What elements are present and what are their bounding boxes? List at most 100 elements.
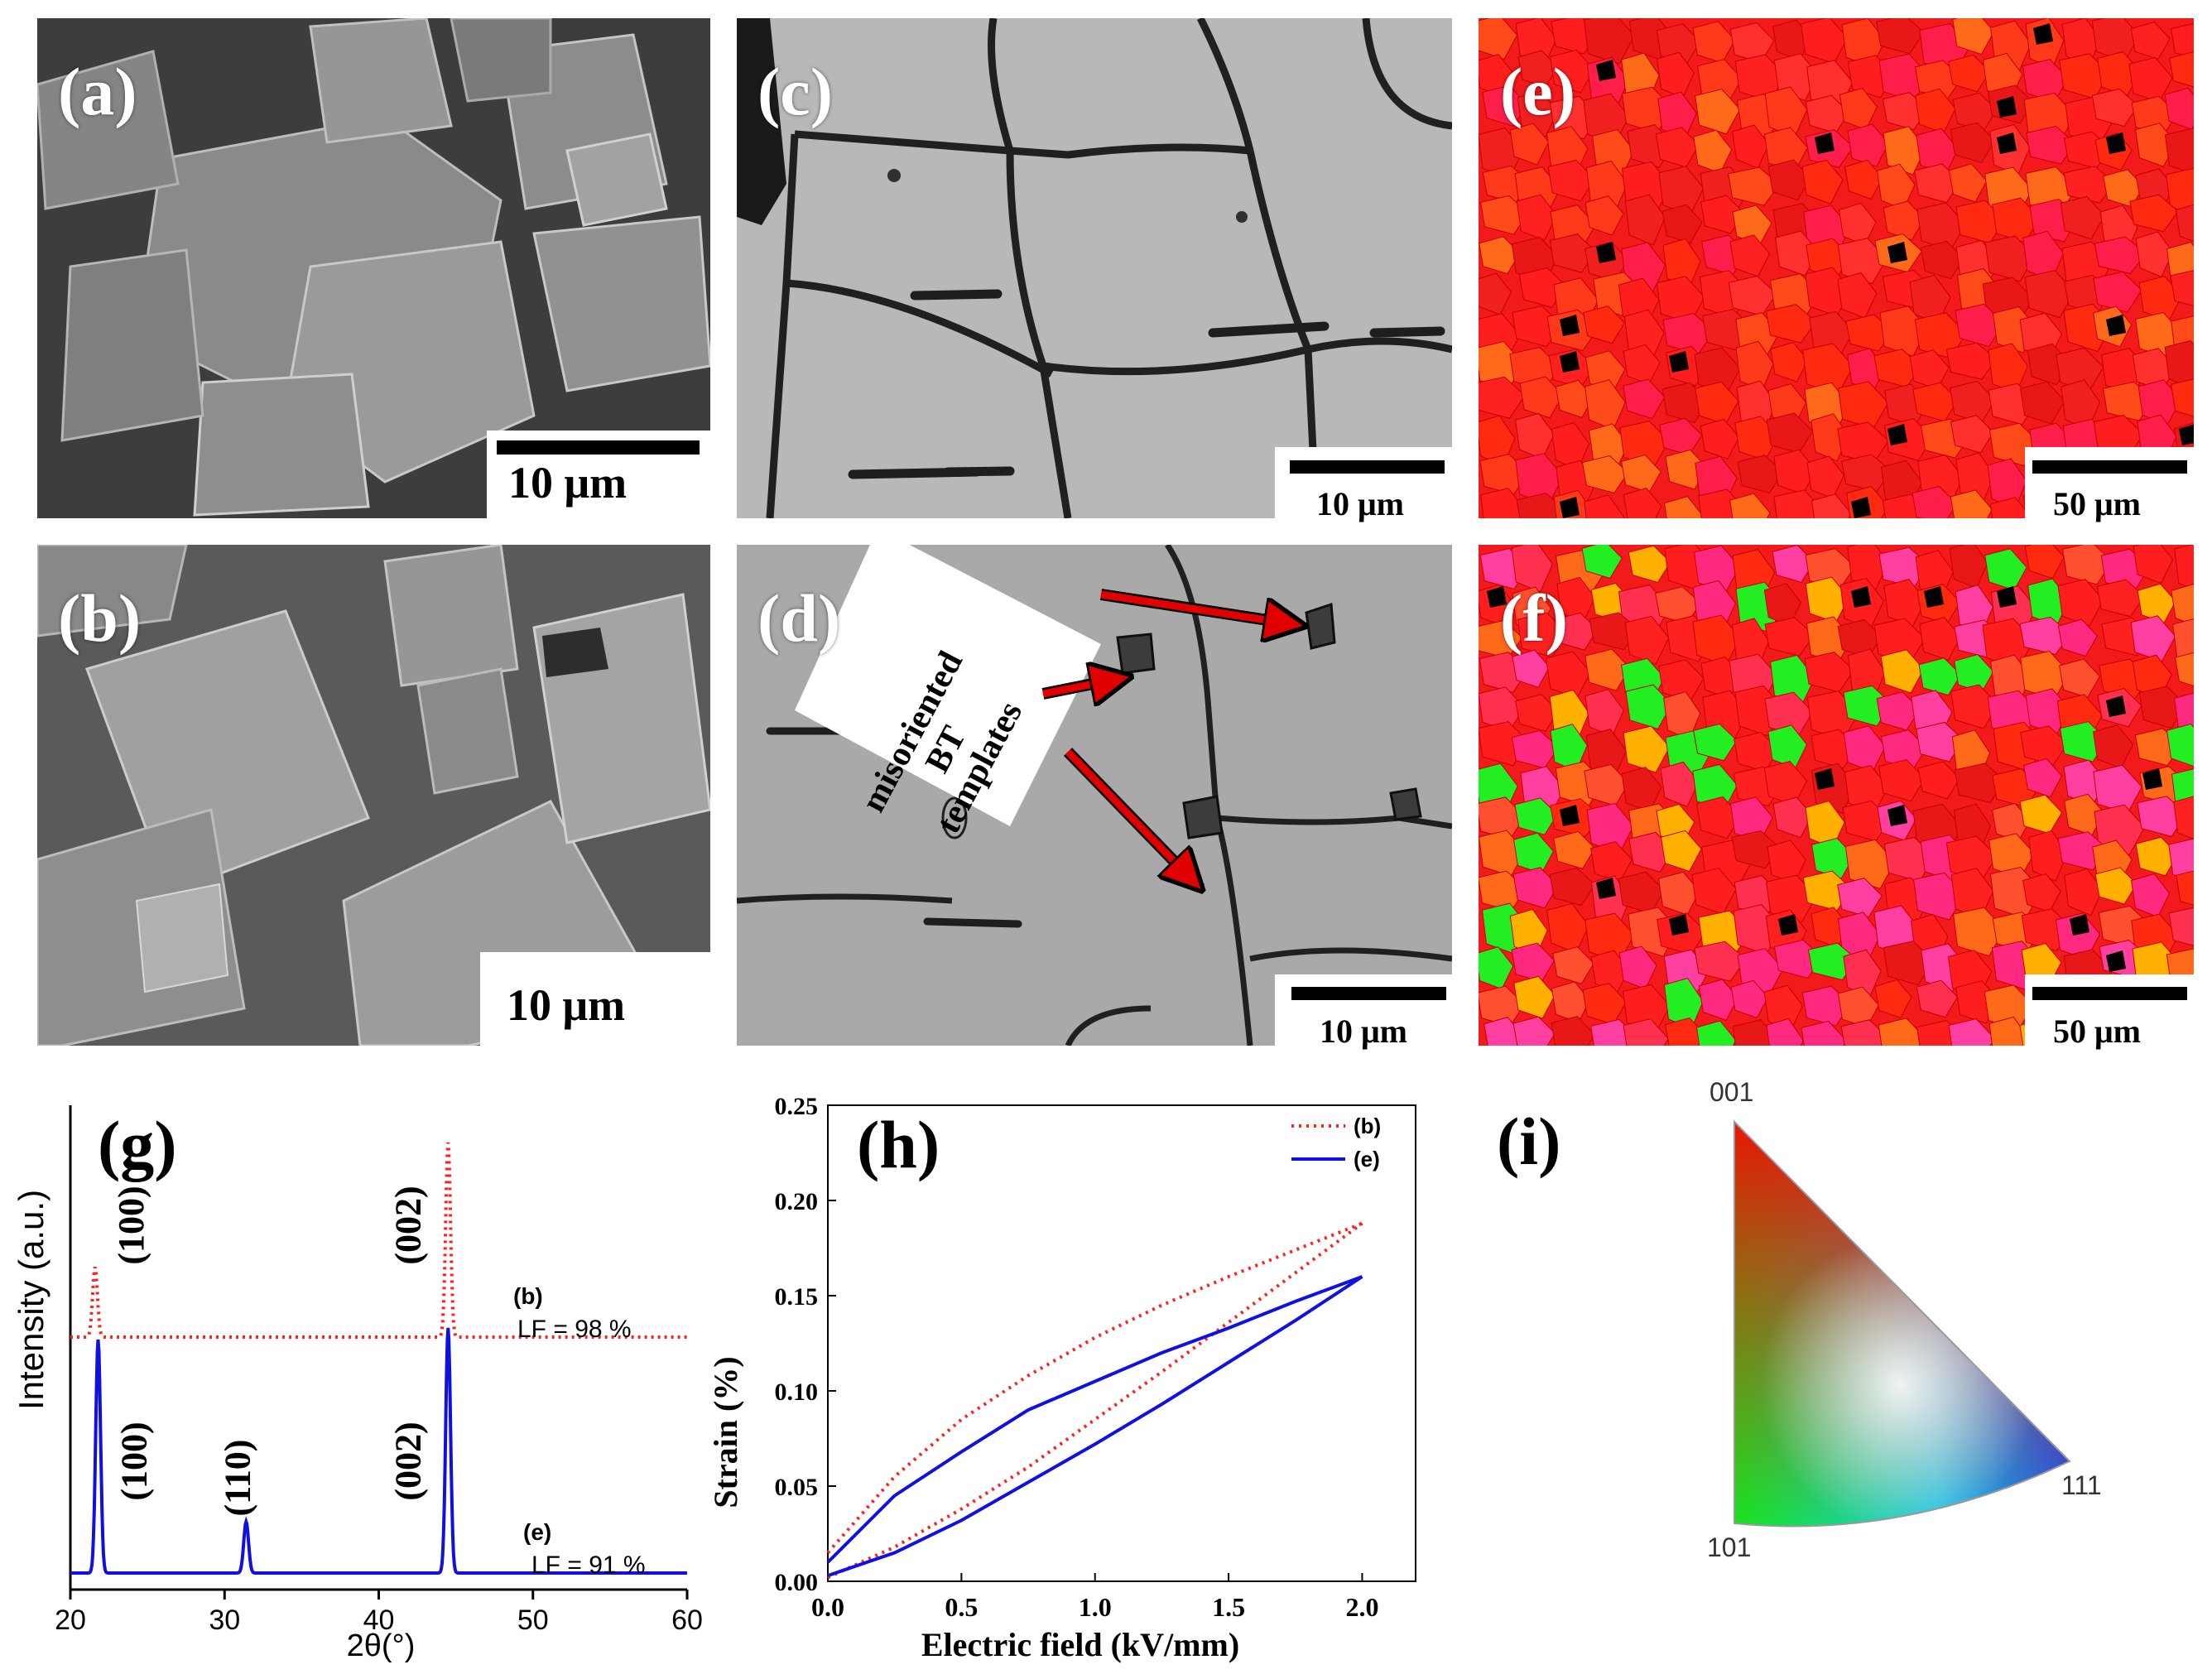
- ebsd-grain: [1693, 129, 1733, 174]
- ebsd-grain: [1698, 979, 1738, 1022]
- ebsd-grain: [1658, 659, 1705, 702]
- ebsd-grain: [1479, 796, 1526, 840]
- ebsd-grain: [1838, 381, 1889, 430]
- ebsd-grain: [1874, 979, 1912, 1018]
- chart-h-xlabel: Electric field (kV/mm): [921, 1626, 1239, 1663]
- ebsd-grain: [1837, 986, 1880, 1028]
- ebsd-grain: [1737, 455, 1784, 494]
- ebsd-grain: [2094, 236, 2147, 274]
- ebsd-grain: [2020, 381, 2065, 425]
- ebsd-pore: [1560, 805, 1580, 826]
- g-xtick-label: 40: [363, 1604, 395, 1636]
- ebsd-grain: [2028, 830, 2068, 882]
- ebsd-grain: [1519, 376, 1564, 419]
- ebsd-grain: [1512, 867, 1559, 909]
- ebsd-grain: [1916, 202, 1966, 251]
- ipf-label-111: 111: [2061, 1470, 2102, 1500]
- g-peak-label: (100): [111, 1186, 151, 1264]
- ebsd-grain: [1950, 415, 1994, 454]
- ebsd-grain: [1584, 350, 1626, 392]
- ebsd-grain: [1837, 272, 1878, 319]
- ebsd-grain: [1479, 54, 1514, 97]
- ebsd-grain: [1991, 802, 2031, 842]
- ebsd-pore: [1997, 132, 2017, 154]
- ebsd-grain: [1841, 18, 1886, 68]
- ebsd-grain: [1479, 620, 1523, 659]
- ebsd-grain: [1655, 586, 1701, 624]
- panel-b-label: (b): [58, 580, 142, 656]
- ebsd-pore: [1997, 586, 2017, 608]
- ebsd-grain: [1512, 649, 1551, 688]
- ebsd-grain: [2164, 127, 2194, 175]
- ebsd-grain: [2093, 764, 2142, 815]
- ebsd-grain: [1909, 274, 1951, 325]
- ebsd-grain: [1728, 275, 1777, 316]
- xrd-chart: (g) Intensity (a.u.) 2θ(°) 20 30 40 50 60 (10…: [12, 1105, 703, 1663]
- ebsd-grain: [1840, 1019, 1889, 1046]
- ebsd-grain: [1952, 18, 1995, 55]
- ebsd-grain: [1655, 127, 1700, 168]
- ebsd-grain: [1837, 878, 1883, 918]
- panel-a-sem-image: [37, 18, 710, 518]
- ebsd-grain: [1656, 23, 1701, 65]
- ebsd-grain: [2166, 723, 2194, 767]
- ebsd-grain: [1732, 204, 1772, 245]
- ebsd-grain: [1624, 615, 1670, 665]
- ebsd-grain: [2057, 579, 2104, 627]
- chart-g-ylabel: Intensity (a.u.): [12, 1190, 50, 1410]
- ebsd-grain: [2170, 270, 2194, 307]
- ebsd-grain: [1763, 984, 1804, 1032]
- ebsd-grain: [1479, 18, 1518, 60]
- ebsd-grain: [1732, 1019, 1780, 1046]
- ebsd-grain: [2171, 378, 2194, 417]
- ebsd-grain: [1772, 545, 1815, 584]
- g-xtick-label: 60: [671, 1604, 703, 1636]
- ebsd-grain: [1734, 416, 1779, 461]
- h-xtick-label: 1.0: [1079, 1592, 1112, 1622]
- ebsd-grain: [1515, 694, 1560, 732]
- ebsd-grain: [1847, 545, 1889, 590]
- panel-a-scale-text: 10 μm: [508, 458, 628, 508]
- ebsd-grain: [1662, 313, 1714, 354]
- ebsd-grain: [1955, 452, 1995, 503]
- ebsd-grain: [1662, 238, 1701, 290]
- arrow-2: [1042, 679, 1119, 694]
- ebsd-grain: [1553, 830, 1596, 869]
- ebsd-grain: [1584, 494, 1625, 518]
- h-ytick-label: 0.00: [775, 1569, 819, 1596]
- ebsd-grain: [2022, 59, 2069, 103]
- ebsd-grain: [1514, 797, 1558, 835]
- h-ytick-label: 0.10: [775, 1378, 819, 1406]
- h-ytick-label: 0.15: [775, 1283, 819, 1311]
- ebsd-grain: [1692, 21, 1736, 64]
- ebsd-grain: [1695, 89, 1741, 135]
- ebsd-grain: [1989, 497, 2032, 518]
- h-ytick-label: 0.05: [775, 1474, 819, 1501]
- g-xtick-label: 20: [55, 1604, 86, 1636]
- ebsd-grain: [1692, 763, 1738, 811]
- ebsd-grain: [1694, 545, 1740, 593]
- g-series-note: LF = 98 %: [517, 1316, 632, 1343]
- ebsd-grain: [1919, 617, 1961, 661]
- ebsd-pore: [1560, 315, 1580, 336]
- ebsd-grain: [1734, 731, 1780, 772]
- ebsd-pore: [1560, 497, 1580, 518]
- ebsd-grain: [2172, 618, 2194, 665]
- ebsd-grain: [1695, 381, 1739, 425]
- chart-g-xlabel: 2θ(°): [347, 1628, 416, 1663]
- h-xtick-label: 1.5: [1212, 1592, 1245, 1622]
- ebsd-grain: [1623, 309, 1665, 361]
- ebsd-grain: [1801, 1020, 1847, 1046]
- ebsd-grain: [1837, 618, 1883, 658]
- ebsd-pore: [1924, 586, 1944, 608]
- ebsd-grain: [1517, 612, 1567, 658]
- panel-c-scalebar-box: [1275, 447, 1452, 518]
- ebsd-grain: [1729, 493, 1771, 518]
- ebsd-grain: [1729, 796, 1773, 843]
- ebsd-grain: [1984, 548, 2027, 591]
- ebsd-grain: [1479, 985, 1525, 1027]
- ebsd-pore: [1851, 497, 1871, 518]
- ebsd-grain: [1767, 159, 1811, 201]
- ebsd-grain: [1881, 729, 1927, 770]
- ebsd-grain: [1911, 485, 1958, 518]
